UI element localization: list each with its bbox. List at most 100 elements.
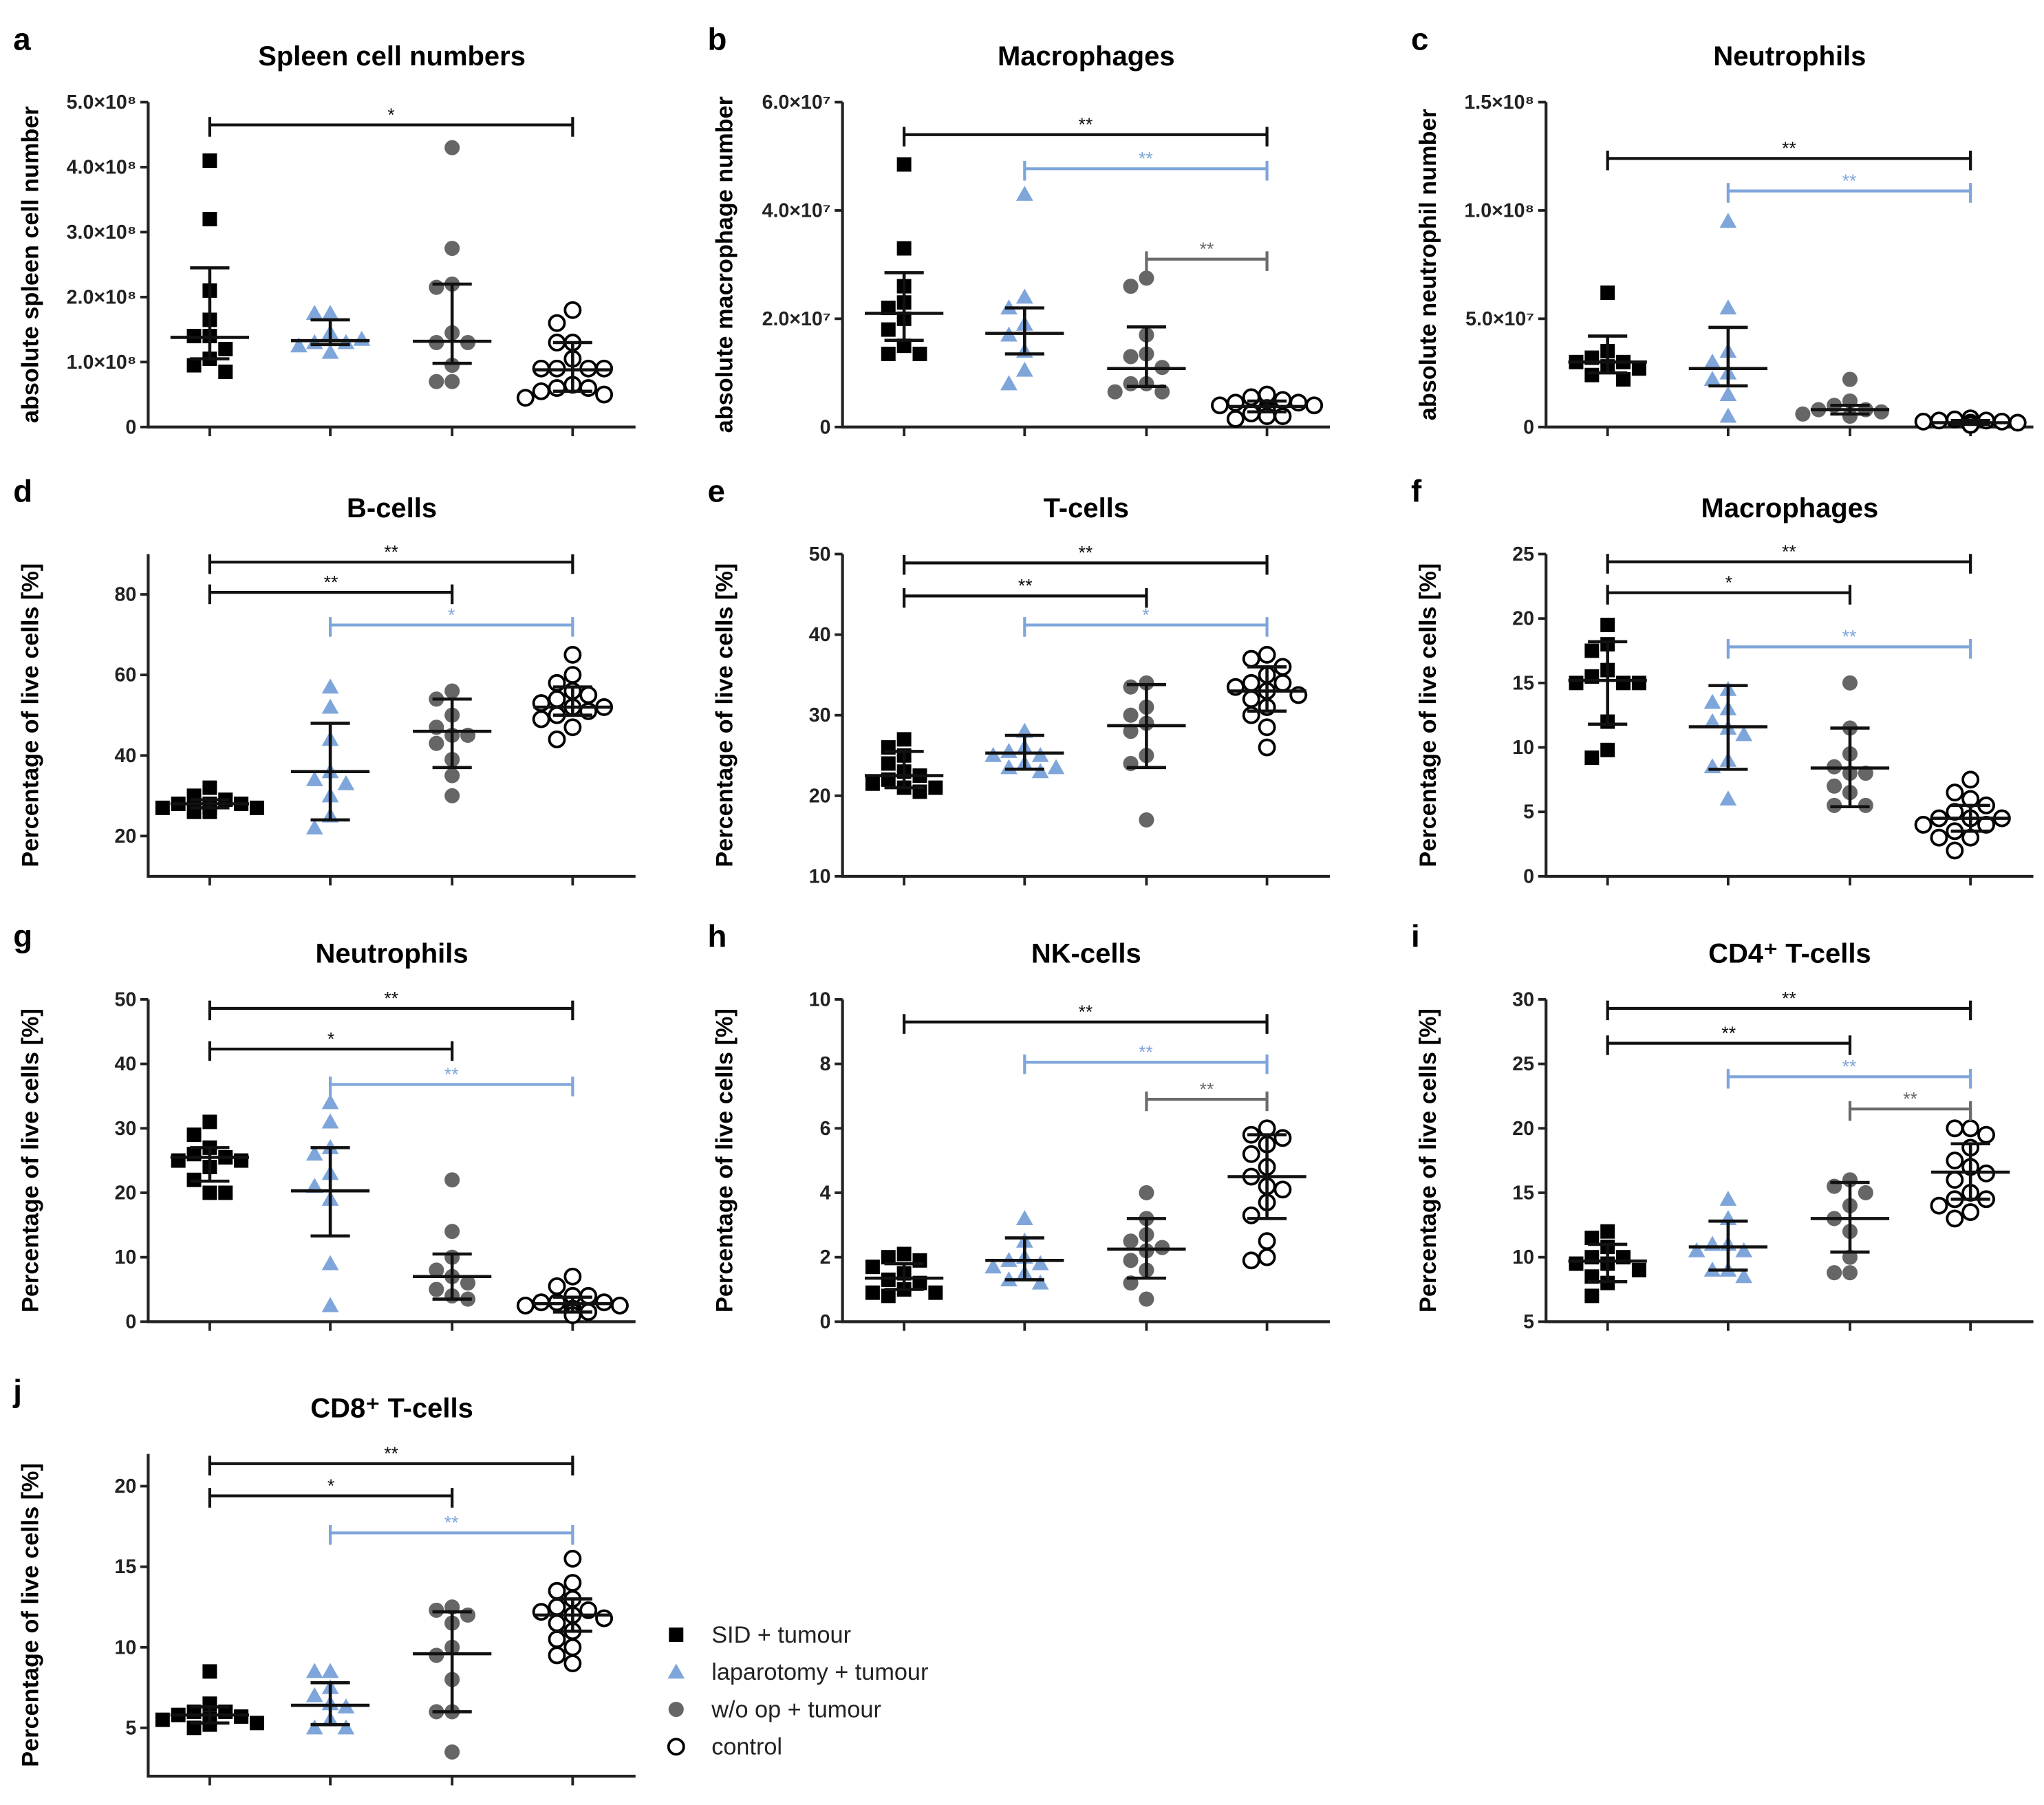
y-tick-label: 10 bbox=[1512, 1246, 1534, 1268]
data-point bbox=[1242, 673, 1260, 692]
error-bar bbox=[1107, 325, 1186, 389]
data-point bbox=[1631, 1262, 1646, 1277]
data-point bbox=[444, 683, 460, 699]
error-bar bbox=[1227, 665, 1306, 713]
data-point bbox=[155, 800, 170, 815]
significance-label: ** bbox=[1018, 576, 1033, 596]
error-bar bbox=[170, 798, 250, 810]
data-point bbox=[1946, 1152, 1964, 1170]
error-bar bbox=[985, 306, 1064, 356]
error-bar bbox=[1931, 1142, 2010, 1201]
data-point bbox=[234, 1709, 249, 1724]
data-point bbox=[912, 1253, 927, 1268]
data-point bbox=[1123, 279, 1139, 294]
data-point bbox=[1719, 1190, 1737, 1206]
data-point bbox=[429, 1602, 444, 1618]
error-bar bbox=[290, 1680, 370, 1727]
data-point bbox=[305, 1145, 323, 1161]
panel-letter: b bbox=[707, 21, 727, 56]
data-point bbox=[444, 1744, 460, 1760]
data-point bbox=[1242, 649, 1260, 668]
panel-title: T-cells bbox=[1044, 493, 1129, 523]
error-bar bbox=[533, 1295, 612, 1314]
data-point bbox=[579, 379, 598, 398]
y-tick-label: 15 bbox=[1512, 672, 1534, 694]
data-point bbox=[1139, 1291, 1154, 1307]
y-tick-label: 0 bbox=[125, 416, 136, 438]
data-point bbox=[429, 1282, 444, 1297]
data-point bbox=[429, 374, 444, 389]
data-point bbox=[563, 645, 582, 664]
significance-label: * bbox=[327, 1028, 334, 1049]
legend-marker-open-circle bbox=[667, 1738, 685, 1756]
data-point bbox=[881, 1250, 896, 1265]
error-bar bbox=[985, 733, 1064, 771]
data-point bbox=[1107, 384, 1123, 400]
data-point bbox=[548, 1277, 566, 1295]
significance-label: ** bbox=[1842, 1057, 1857, 1077]
significance-label: ** bbox=[1782, 138, 1796, 159]
significance-label: ** bbox=[1139, 149, 1153, 169]
data-point bbox=[896, 732, 912, 747]
y-tick-label: 30 bbox=[809, 704, 831, 726]
significance-label: ** bbox=[1200, 239, 1214, 259]
significance-label: ** bbox=[1139, 1042, 1153, 1063]
data-point bbox=[548, 314, 566, 332]
significance-bracket bbox=[1606, 554, 1972, 574]
data-point bbox=[1719, 213, 1737, 228]
significance-label: ** bbox=[1842, 627, 1857, 647]
error-bar bbox=[413, 697, 492, 770]
y-tick-label: 10 bbox=[1512, 737, 1534, 759]
data-point bbox=[429, 735, 444, 751]
data-point bbox=[563, 1549, 582, 1568]
error-bar bbox=[864, 1262, 944, 1291]
significance-bracket bbox=[208, 1488, 454, 1508]
data-point bbox=[1242, 1206, 1260, 1224]
error-bar bbox=[1227, 399, 1306, 414]
significance-label: ** bbox=[384, 541, 398, 562]
data-point bbox=[865, 1260, 880, 1275]
y-tick-label: 6 bbox=[820, 1118, 831, 1140]
data-point bbox=[305, 771, 323, 786]
data-point bbox=[548, 690, 566, 709]
data-point bbox=[186, 1127, 202, 1143]
panel-g: g Neutrophils Percentage of live cells [%]… bbox=[13, 919, 636, 1333]
y-axis-label: Percentage of live cells [%] bbox=[712, 563, 738, 867]
significance-label: ** bbox=[1078, 1002, 1093, 1022]
data-point bbox=[928, 780, 943, 795]
y-tick-label: 5 bbox=[1523, 801, 1534, 823]
data-point bbox=[532, 710, 550, 728]
error-bar bbox=[290, 1146, 370, 1238]
data-point bbox=[1123, 724, 1139, 739]
significance-bracket bbox=[1606, 1035, 1852, 1055]
significance-label: ** bbox=[1721, 1023, 1736, 1044]
data-point bbox=[1735, 1242, 1753, 1257]
panel-title: Macrophages bbox=[1701, 493, 1879, 523]
data-point bbox=[563, 718, 582, 737]
significance-bracket bbox=[1726, 638, 1972, 659]
data-point bbox=[896, 241, 912, 256]
significance-label: * bbox=[1142, 605, 1149, 625]
y-tick-label: 10 bbox=[809, 988, 831, 1010]
error-bar bbox=[413, 282, 492, 365]
significance-label: ** bbox=[1903, 1088, 1917, 1109]
data-point bbox=[1242, 1145, 1260, 1163]
data-point bbox=[563, 1654, 582, 1673]
y-tick-label: 40 bbox=[114, 1053, 136, 1075]
significance-label: ** bbox=[384, 1443, 398, 1464]
data-point bbox=[1242, 690, 1260, 709]
data-point bbox=[444, 1224, 460, 1240]
y-tick-label: 5.0×10⁷ bbox=[1465, 308, 1534, 330]
data-point bbox=[305, 305, 323, 321]
axes bbox=[147, 1453, 636, 1778]
data-point bbox=[2008, 413, 2027, 432]
significance-label: ** bbox=[1842, 171, 1857, 191]
error-bar bbox=[413, 1610, 492, 1714]
data-point bbox=[1703, 758, 1721, 774]
data-point bbox=[1584, 367, 1600, 382]
data-point bbox=[881, 756, 896, 771]
data-point bbox=[444, 240, 460, 257]
data-point bbox=[202, 212, 217, 227]
panel-title: Neutrophils bbox=[1713, 41, 1866, 72]
panel-e: e T-cells Percentage of live cells [%] 10 20… bbox=[707, 473, 1330, 887]
